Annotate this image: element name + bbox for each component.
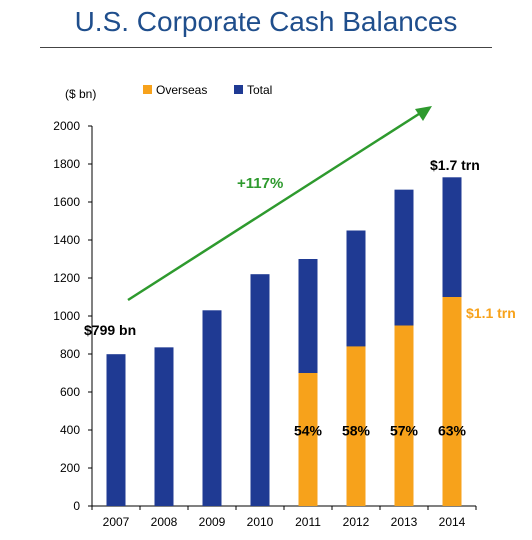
legend-label-overseas: Overseas (156, 83, 207, 97)
overseas-share-label: 54% (294, 423, 323, 439)
x-tick-label: 2007 (103, 515, 130, 529)
x-tick-label: 2010 (247, 515, 274, 529)
legend-swatch-overseas (143, 85, 152, 94)
bar-total (154, 347, 174, 506)
y-tick-label: 0 (73, 499, 80, 513)
x-tick-label: 2012 (343, 515, 370, 529)
data-labels: 54% 58% 57% 63% (294, 423, 467, 439)
overseas-share-label: 57% (390, 423, 419, 439)
y-axis-label: ($ bn) (65, 87, 96, 101)
y-tick-label: 600 (60, 385, 80, 399)
x-tick-label: 2014 (439, 515, 466, 529)
bar-total (202, 310, 222, 506)
bar-overseas (346, 346, 366, 506)
y-tick-label: 1600 (53, 195, 80, 209)
overseas-share-label: 58% (342, 423, 371, 439)
overseas-share-label: 63% (438, 423, 467, 439)
y-tick-label: 200 (60, 461, 80, 475)
bar-overseas (442, 297, 462, 506)
total-end-label: $1.7 trn (430, 157, 480, 173)
y-tick-label: 1000 (53, 309, 80, 323)
start-value-label: $799 bn (84, 322, 136, 338)
y-tick-label: 1800 (53, 157, 80, 171)
bar-total (106, 354, 126, 506)
x-tick-label: 2008 (151, 515, 178, 529)
bars (106, 177, 462, 507)
overseas-end-label: $1.1 trn (466, 305, 516, 321)
title-divider (40, 47, 492, 48)
y-tick-label: 1400 (53, 233, 80, 247)
x-tick-label: 2011 (295, 515, 321, 529)
growth-label: +117% (237, 175, 283, 192)
x-tick-label: 2013 (391, 515, 418, 529)
growth-arrow (127, 106, 432, 302)
legend: Overseas Total (143, 83, 272, 97)
y-tick-label: 1200 (53, 271, 80, 285)
bar-overseas (394, 325, 414, 506)
y-tick-label: 800 (60, 347, 80, 361)
x-tick-label: 2009 (199, 515, 226, 529)
y-tick-label: 2000 (53, 119, 80, 133)
chart-title: U.S. Corporate Cash Balances (74, 6, 458, 37)
bar-total (250, 274, 270, 506)
legend-label-total: Total (247, 83, 272, 97)
growth-arrow-line (127, 110, 423, 302)
legend-swatch-total (234, 85, 243, 94)
y-tick-label: 400 (60, 423, 80, 437)
bar-overseas (298, 373, 318, 506)
growth-arrow-head (415, 106, 432, 121)
